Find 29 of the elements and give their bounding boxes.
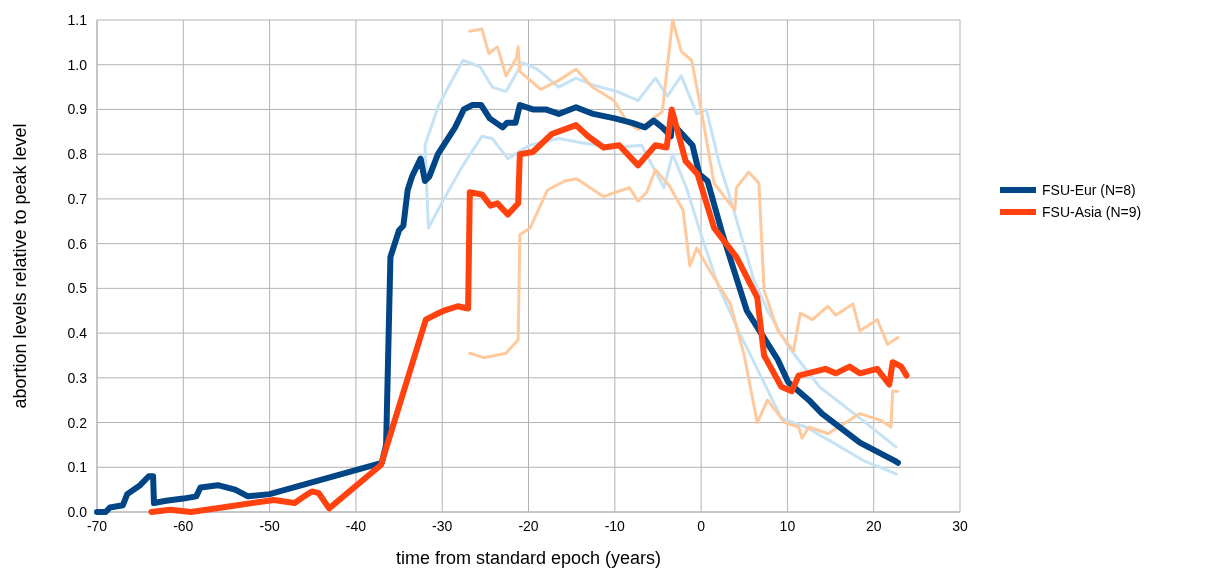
y-tick-label: 0.4 (67, 325, 88, 342)
x-tick-label: 30 (952, 518, 968, 534)
x-axis-title: time from standard epoch (years) (395, 548, 662, 568)
y-tick-label: 1.1 (67, 12, 88, 28)
legend-label: FSU-Eur (N=8) (1042, 182, 1136, 198)
y-axis-title: abortion levels relative to peak level (10, 123, 30, 409)
y-tick-label: 0.1 (67, 459, 88, 476)
y-tick-label: 0.9 (67, 101, 88, 118)
line-series (468, 168, 900, 440)
y-tick-label: 0.3 (67, 369, 88, 386)
y-tick-label: 0.5 (67, 280, 88, 297)
x-tick-label: -70 (86, 518, 108, 534)
x-tick-label: -20 (518, 518, 539, 534)
x-tick-label: -30 (432, 518, 453, 534)
y-tick-label: 0.6 (67, 235, 88, 252)
y-tick-label: 0.2 (67, 414, 88, 431)
x-tick-label: -60 (173, 518, 194, 534)
x-tick-label: -40 (345, 518, 367, 534)
legend-label: FSU-Asia (N=9) (1042, 204, 1142, 220)
x-tick-label: -10 (604, 518, 626, 534)
y-tick-label: 0.8 (67, 146, 88, 163)
y-tick-label: 1.0 (67, 56, 88, 73)
y-tick-label: 0.7 (67, 190, 88, 207)
x-tick-label: 20 (865, 518, 882, 534)
line-series (468, 18, 900, 353)
x-tick-label: 0 (697, 518, 706, 534)
x-tick-label: 10 (779, 518, 796, 534)
y-tick-label: 0.0 (67, 504, 88, 520)
x-tick-label: -50 (259, 518, 280, 534)
